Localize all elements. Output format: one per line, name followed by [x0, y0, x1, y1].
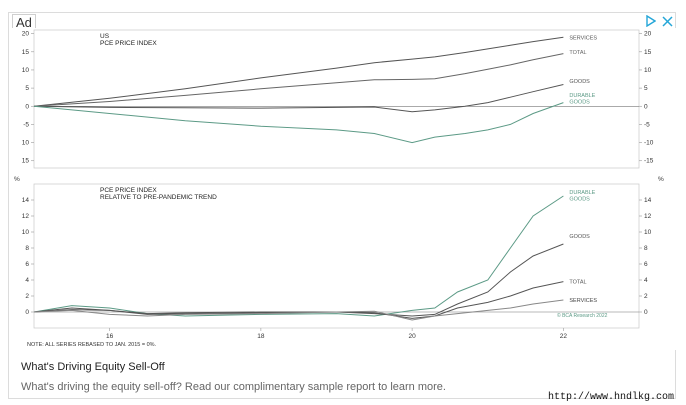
ad-text-block[interactable]: What's Driving Equity Sell-Off What's dr…	[21, 360, 661, 394]
panel1-series-label-services: SERVICES	[569, 35, 597, 41]
panel2-series-label-total: TOTAL	[569, 280, 586, 286]
panel2-ytick-label-right: 0	[644, 309, 648, 316]
panel2-ytick-label-left: 6	[25, 261, 29, 268]
ad-description[interactable]: What's driving the equity sell-off? Read…	[21, 381, 446, 393]
panel1-line-services	[33, 36, 564, 107]
panel2-line-durable-goods	[33, 195, 564, 317]
panel1-ytick-label-left: 5	[25, 85, 29, 92]
panel1-ytick-label-left: 15	[22, 158, 30, 165]
panel2-ytick-label-right: 10	[644, 229, 652, 236]
panel2-ytick-label-left: 2	[25, 293, 29, 300]
panel2-ytick-label-left: 12	[22, 213, 30, 220]
panel2-line-services	[33, 299, 564, 321]
panel1-line-durable-goods	[33, 102, 564, 144]
panel1-ytick-label-left: 10	[22, 140, 30, 147]
panel1-ytick-label-right: 10	[644, 67, 652, 74]
ad-badge: Ad	[12, 14, 36, 32]
panel1-ytick-label-left: 15	[22, 49, 30, 56]
watermark: http://www.hndlkg.com	[547, 392, 674, 403]
panel1-ytick-label-left: 10	[22, 67, 30, 74]
panel2-xtick-label: 16	[106, 333, 114, 340]
panel1-ytick-label-left: 20	[22, 31, 30, 38]
panel2-ytick-label-left: 0	[25, 309, 29, 316]
panel1-series-label-goods: GOODS	[569, 79, 590, 85]
chart-source: © BCA Research 2022	[557, 312, 608, 319]
panel1-ytick-label-right: -10	[644, 140, 654, 147]
panel1-ytick-label-left: 0	[25, 103, 29, 110]
panel2-xtick-label: 18	[257, 333, 265, 340]
panel1-series-label-total: TOTAL	[569, 50, 586, 56]
panel1-series-label-durable-goods: GOODS	[569, 100, 590, 106]
panel2-ytick-label-right: 6	[644, 261, 648, 268]
panel1-series-label-durable-goods: DURABLE	[569, 93, 595, 99]
pce-chart[interactable]: US PCE PRICE INDEX % % PCE PRICE INDEX R…	[12, 28, 676, 350]
panel2-series-label-durable-goods: DURABLE	[569, 190, 595, 196]
panel2-ytick-label-right: 8	[644, 245, 648, 252]
panel2-ytick-label-right: 14	[644, 197, 652, 204]
panel1-ytick-label-right: -5	[644, 121, 650, 128]
adchoices-icon[interactable]	[644, 14, 658, 28]
panel1-frame	[33, 29, 640, 169]
panel1-line-goods	[33, 84, 564, 113]
panel2-frame	[33, 183, 640, 329]
panel2-xtick-label: 22	[560, 333, 568, 340]
panel2-ytick-label-right: 12	[644, 213, 652, 220]
panel1-ytick-label-right: 0	[644, 103, 648, 110]
panel2-subtitle: RELATIVE TO PRE-PANDEMIC TREND	[100, 194, 217, 201]
panel2-title: PCE PRICE INDEX	[100, 187, 157, 194]
panel1-ytick-label-right: 15	[644, 49, 652, 56]
panel2-ytick-label-left: 10	[22, 229, 30, 236]
panel1-subtitle: PCE PRICE INDEX	[100, 40, 157, 47]
ad-headline[interactable]: What's Driving Equity Sell-Off	[21, 361, 165, 373]
panel2-line-total	[33, 281, 564, 319]
ad-controls	[644, 14, 674, 28]
panel2-ytick-label-left: 4	[25, 277, 29, 284]
panel1-title: US	[100, 33, 110, 40]
panel2-unit-left: %	[14, 176, 20, 183]
panel2-ytick-label-right: 2	[644, 293, 648, 300]
panel2-ytick-label-left: 14	[22, 197, 30, 204]
panel1-ytick-label-right: 20	[644, 31, 652, 38]
panel2-ytick-label-right: 4	[644, 277, 648, 284]
chart-note: NOTE: ALL SERIES REBASED TO JAN. 2015 = …	[27, 342, 157, 348]
panel2-series-label-durable-goods: GOODS	[569, 197, 590, 203]
panel1-ytick-label-right: 5	[644, 85, 648, 92]
panel2-xtick-label: 20	[409, 333, 417, 340]
panel2-series-label-goods: GOODS	[569, 234, 590, 240]
close-icon[interactable]	[660, 14, 674, 28]
panel2-ytick-label-left: 8	[25, 245, 29, 252]
panel1-line-total	[33, 53, 564, 107]
panel2-unit-right: %	[658, 176, 664, 183]
panel2-series-label-services: SERVICES	[569, 298, 597, 304]
panel1-ytick-label-right: -15	[644, 158, 654, 165]
panel1-ytick-label-left: -5	[23, 121, 29, 128]
